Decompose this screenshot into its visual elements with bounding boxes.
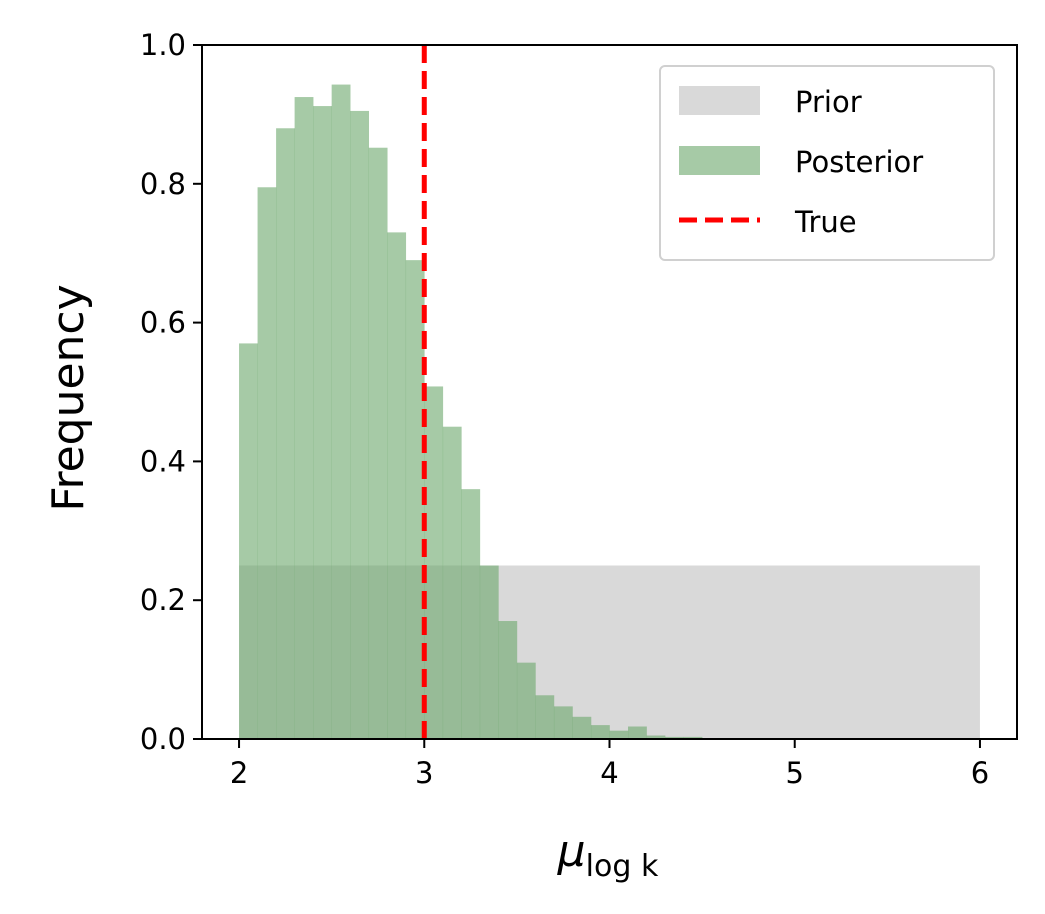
posterior-bar	[313, 106, 332, 739]
x-axis-label-subscript: log k	[586, 849, 659, 884]
posterior-bar	[442, 426, 462, 739]
y-tick-label: 0.6	[140, 306, 186, 340]
legend-label-posterior: Posterior	[795, 145, 923, 179]
y-tick-label: 1.0	[140, 28, 186, 62]
posterior-bar	[665, 736, 684, 739]
posterior-bar	[628, 726, 647, 739]
posterior-bar	[350, 110, 370, 740]
legend-swatch-prior	[679, 86, 760, 115]
y-tick-label: 0.8	[140, 167, 186, 201]
y-tick-label: 0.4	[140, 444, 186, 478]
posterior-bar	[479, 565, 499, 739]
legend-swatch-posterior	[679, 146, 760, 175]
y-axis-ticks: 0.0 0.2 0.4 0.6 0.8 1.0	[140, 28, 202, 756]
y-axis-label: Frequency	[43, 284, 94, 511]
legend-label-true: True	[794, 205, 857, 239]
x-tick-label: 5	[786, 756, 804, 790]
posterior-bar	[257, 187, 277, 739]
posterior-bar	[294, 97, 314, 740]
x-tick-label: 3	[415, 756, 433, 790]
posterior-bar	[368, 147, 388, 739]
legend: Prior Posterior True	[659, 65, 995, 261]
posterior-bar	[387, 232, 407, 739]
x-tick-label: 2	[230, 756, 248, 790]
plot-frame	[201, 44, 1018, 740]
posterior-bar	[461, 489, 481, 739]
posterior-bar	[516, 662, 536, 739]
y-tick-label: 0.0	[140, 722, 186, 756]
posterior-bar	[609, 730, 629, 739]
posterior-bar	[498, 621, 518, 739]
y-tick-label: 0.2	[140, 583, 186, 617]
posterior-bar	[553, 706, 573, 739]
legend-label-prior: Prior	[795, 85, 862, 119]
posterior-bar	[683, 736, 703, 739]
posterior-bar	[590, 725, 610, 739]
x-axis-ticks: 2 3 4 5 6	[230, 739, 989, 790]
posterior-bar	[424, 386, 444, 739]
posterior-bar	[572, 716, 592, 739]
x-tick-label: 4	[600, 756, 618, 790]
posterior-bar	[331, 84, 351, 740]
posterior-bar	[646, 735, 666, 739]
plot-area	[239, 45, 980, 740]
posterior-bar	[405, 260, 425, 739]
posterior-bar	[276, 128, 295, 739]
posterior-bar	[535, 695, 555, 739]
x-axis-label-symbol: μ	[557, 826, 586, 877]
x-tick-label: 6	[971, 756, 989, 790]
x-axis-label: μlog k	[557, 826, 659, 884]
posterior-bar	[239, 343, 258, 739]
